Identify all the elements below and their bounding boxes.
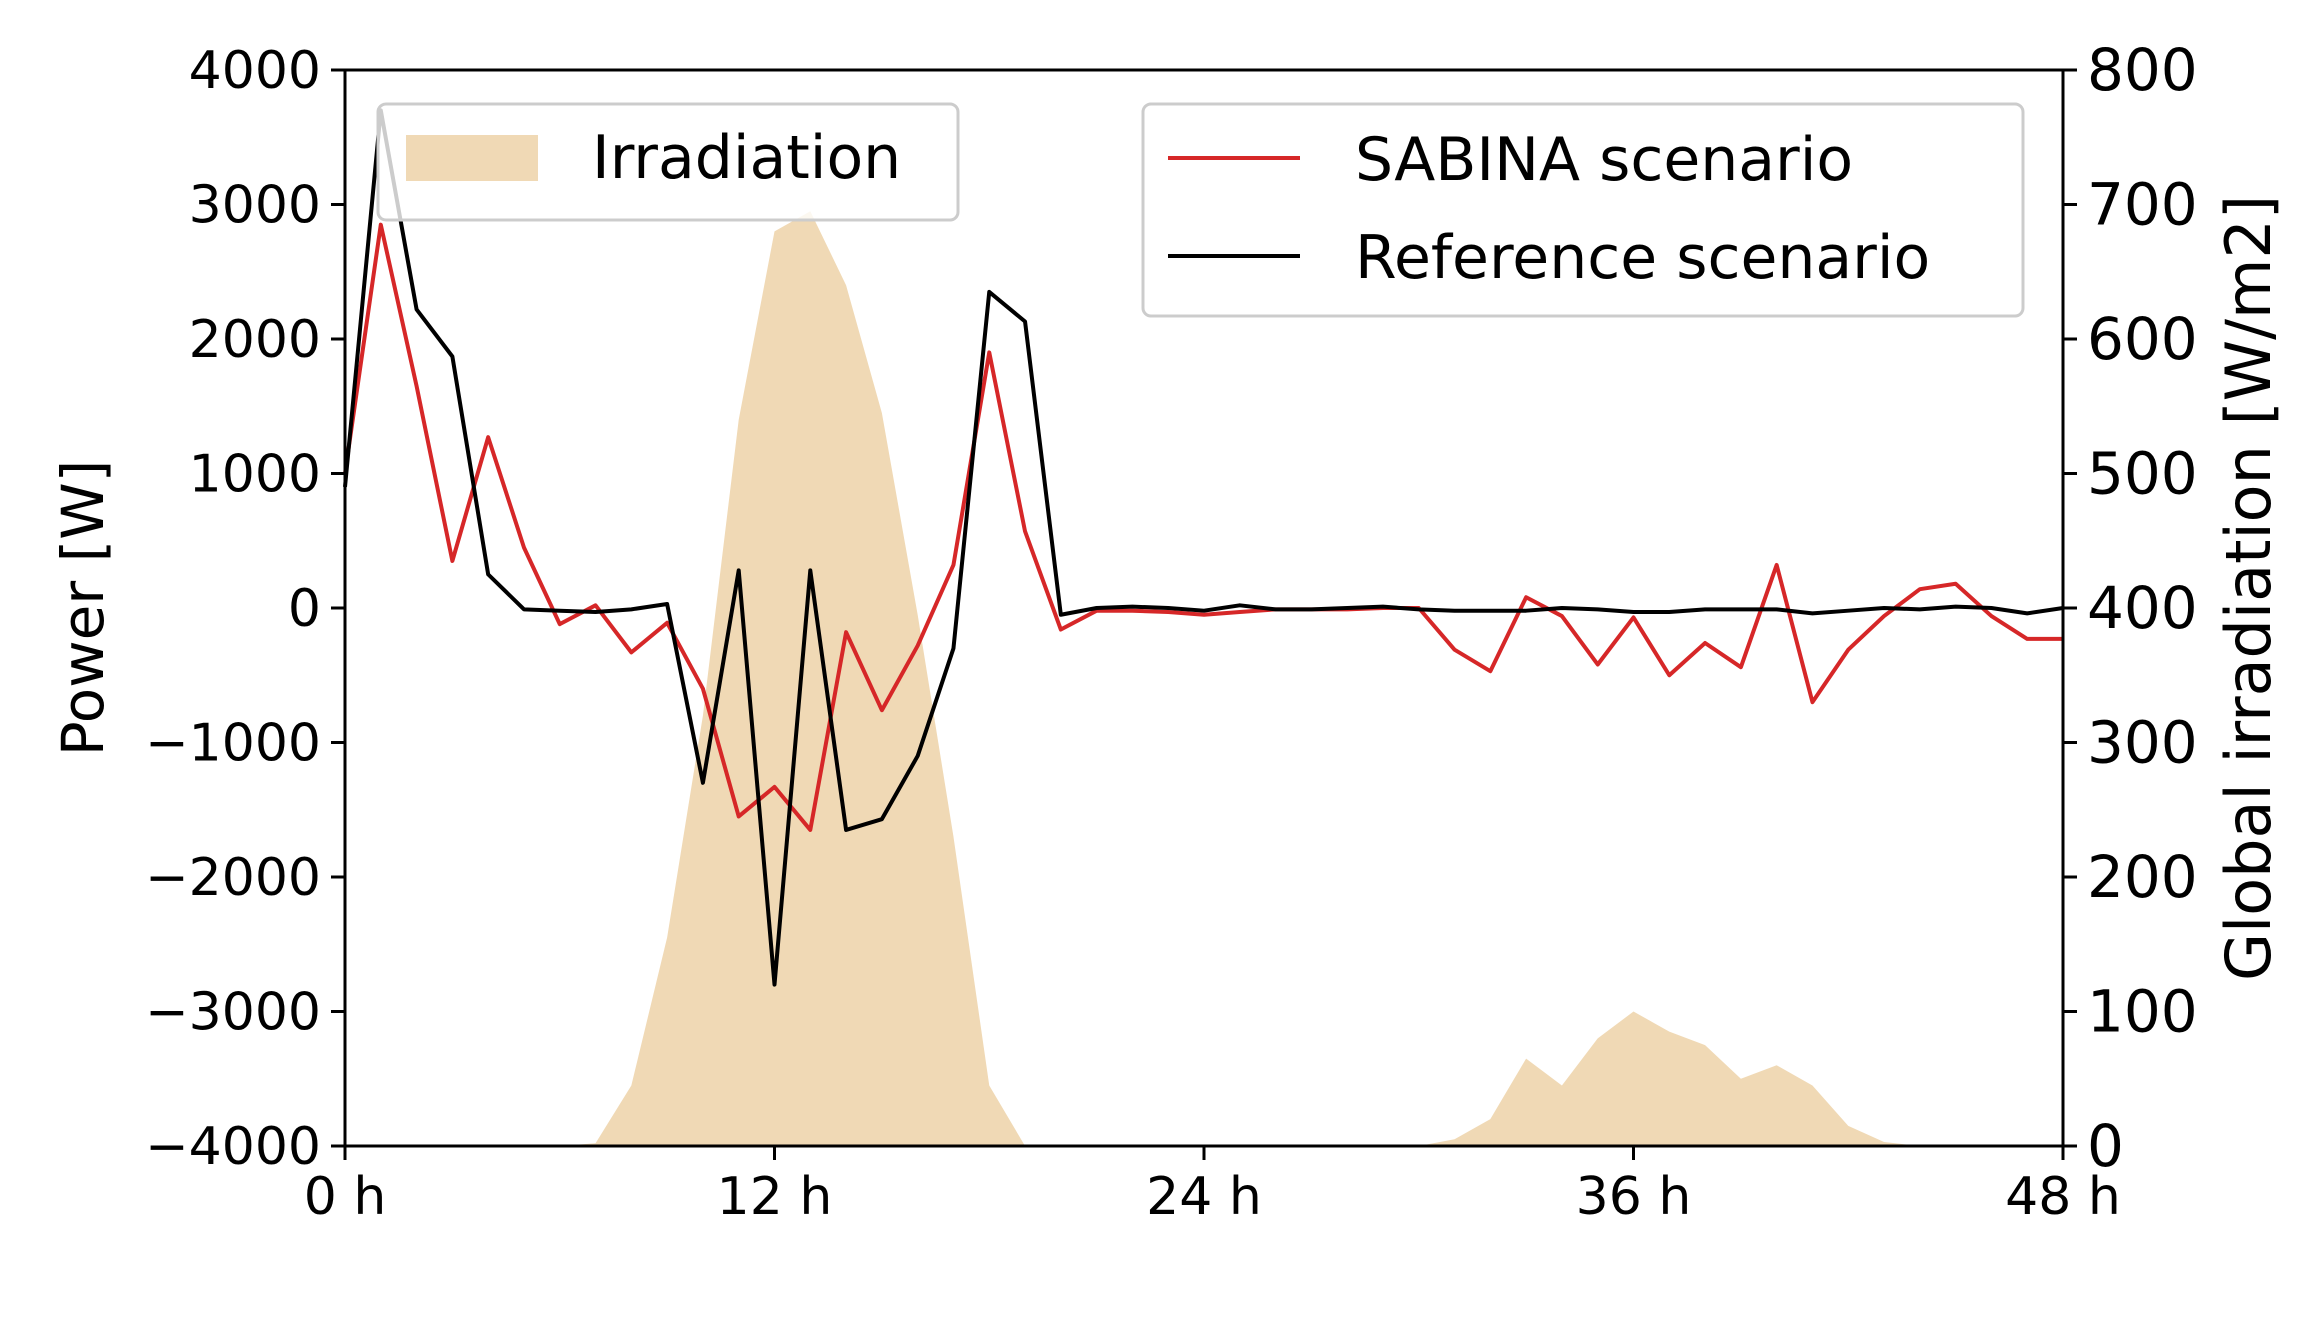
y-left-tick-label: −1000	[145, 714, 321, 774]
irradiation-area-layer	[345, 211, 2063, 1147]
x-tick-label: 12 h	[717, 1167, 833, 1227]
y-right-tick-label: 100	[2087, 978, 2198, 1046]
y-left-tick-label: 1000	[189, 445, 321, 505]
legend-scenarios: SABINA scenario Reference scenario	[1141, 102, 2025, 318]
y-left-tick-label: 3000	[189, 176, 321, 236]
legend-irradiation: Irradiation	[376, 102, 960, 222]
y-left-tick-label: 4000	[189, 41, 321, 101]
y-left-tick-label: 2000	[189, 310, 321, 370]
y-axis-left: −4000 −3000 −2000 −1000 0 1000 2000 3000 4000	[145, 41, 345, 1177]
reference-scenario-line	[343, 108, 2064, 987]
x-tick-label: 0 h	[304, 1167, 387, 1227]
legend-irradiation-label: Irradiation	[592, 123, 901, 193]
legend-reference-scenario-label: Reference scenario	[1355, 223, 1930, 293]
sabina-scenario-line	[343, 222, 2063, 832]
irradiation-area	[345, 211, 2063, 1147]
y-left-tick-label: −4000	[145, 1117, 321, 1177]
y-axis-left-title: Power [W]	[49, 460, 117, 756]
legend-irradiation-box	[376, 102, 960, 222]
power-lines-layer	[343, 108, 2064, 987]
x-tick-label: 24 h	[1146, 1167, 1262, 1227]
x-tick-label: 36 h	[1576, 1167, 1692, 1227]
y-right-tick-label: 600	[2087, 305, 2198, 373]
legend-scenarios-box	[1141, 102, 2025, 318]
y-axis-right-title: Global irradiation [W/m2]	[2212, 195, 2285, 981]
x-tick-label: 48 h	[2005, 1167, 2121, 1227]
y-right-tick-label: 0	[2087, 1112, 2124, 1180]
x-axis: 0 h 12 h 24 h 36 h 48 h	[304, 1146, 2121, 1227]
legend-irradiation-swatch	[406, 135, 538, 181]
y-left-tick-label: −2000	[145, 848, 321, 908]
y-right-tick-label: 700	[2087, 171, 2198, 239]
y-left-tick-label: −3000	[145, 983, 321, 1043]
y-left-tick-label: 0	[288, 579, 321, 639]
y-right-tick-label: 500	[2087, 440, 2198, 508]
legend-sabina-scenario-label: SABINA scenario	[1355, 125, 1853, 195]
y-axis-right: 0 100 200 300 400 500 600 700 800	[2063, 36, 2198, 1180]
y-right-tick-label: 400	[2087, 574, 2198, 642]
y-right-tick-label: 800	[2087, 36, 2198, 104]
y-right-tick-label: 200	[2087, 843, 2198, 911]
y-right-tick-label: 300	[2087, 709, 2198, 777]
